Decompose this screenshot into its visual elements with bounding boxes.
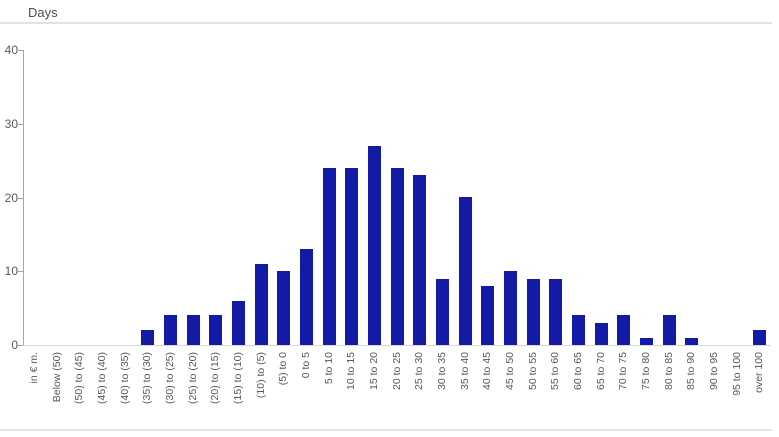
- x-axis-label: 70 to 75: [617, 352, 630, 390]
- bar: [186, 315, 200, 345]
- top-divider: [0, 22, 772, 24]
- x-axis-label: 95 to 100: [730, 352, 743, 396]
- x-axis-label: (45) to (40): [95, 352, 108, 404]
- x-axis-label: 45 to 50: [503, 352, 516, 390]
- x-axis-label: over 100: [753, 352, 766, 393]
- x-axis-label: 35 to 40: [458, 352, 471, 390]
- x-axis-label: 50 to 55: [526, 352, 539, 390]
- x-axis-label: (50) to (45): [73, 352, 86, 404]
- x-axis-label: 40 to 45: [481, 352, 494, 390]
- bar: [141, 330, 155, 345]
- x-axis-unit-label: in € m.: [27, 352, 40, 384]
- bar: [685, 338, 699, 345]
- bar: [639, 338, 653, 345]
- y-tick-mark: [18, 197, 23, 199]
- x-axis-label: (30) to (25): [163, 352, 176, 404]
- bar: [345, 168, 359, 345]
- x-axis-label: 55 to 60: [549, 352, 562, 390]
- bar: [367, 146, 381, 345]
- x-axis-label: (10) to (5): [254, 352, 267, 399]
- y-tick-label: 40: [4, 43, 18, 57]
- bar: [277, 271, 291, 345]
- x-axis-label: (15) to (10): [231, 352, 244, 404]
- y-tick-label: 0: [11, 338, 18, 352]
- x-axis-label: 25 to 30: [413, 352, 426, 390]
- x-axis-label: 15 to 20: [367, 352, 380, 390]
- bar: [458, 197, 472, 345]
- x-axis-label: (20) to (15): [209, 352, 222, 404]
- x-axis-label: 20 to 25: [390, 352, 403, 390]
- bar: [526, 279, 540, 345]
- x-axis-label: 5 to 10: [322, 352, 335, 385]
- x-axis-line: [23, 345, 771, 346]
- x-axis-label: 0 to 5: [299, 352, 312, 379]
- bar: [617, 315, 631, 345]
- y-tick-mark: [18, 50, 23, 51]
- y-tick-mark: [18, 345, 23, 346]
- x-axis-label: 75 to 80: [639, 352, 652, 390]
- y-tick-label: 10: [4, 264, 18, 279]
- bar: [571, 315, 585, 345]
- bar: [299, 249, 313, 345]
- bar: [662, 315, 676, 345]
- bar: [390, 168, 404, 345]
- bar: [231, 301, 245, 345]
- x-axis-label: 85 to 90: [685, 352, 698, 390]
- y-tick-mark: [18, 123, 23, 125]
- x-axis-label: (35) to (30): [141, 352, 154, 404]
- y-axis-line: [23, 50, 24, 346]
- bar: [322, 168, 336, 345]
- chart-title: Days: [28, 5, 58, 20]
- x-axis-label: Below (50): [50, 352, 63, 403]
- x-axis-label: (25) to (20): [186, 352, 199, 404]
- bar: [503, 271, 517, 345]
- bar: [594, 323, 608, 345]
- bar: [413, 175, 427, 345]
- bottom-divider: [0, 429, 772, 431]
- bar: [209, 315, 223, 345]
- x-axis-label: 90 to 95: [707, 352, 720, 390]
- x-axis-label: (5) to 0: [277, 352, 290, 386]
- x-axis-label: 65 to 70: [594, 352, 607, 390]
- x-axis-label: 80 to 85: [662, 352, 675, 390]
- bar: [435, 279, 449, 345]
- x-axis-label: (40) to (35): [118, 352, 131, 404]
- bar: [549, 279, 563, 345]
- bar: [254, 264, 268, 345]
- y-tick-mark: [18, 271, 23, 273]
- x-axis-label: 10 to 15: [345, 352, 358, 390]
- x-axis-label: 60 to 65: [571, 352, 584, 390]
- bar: [753, 330, 767, 345]
- x-axis-label: 30 to 35: [435, 352, 448, 390]
- y-tick-label: 20: [4, 190, 18, 205]
- bar: [163, 315, 177, 345]
- y-tick-label: 30: [4, 116, 18, 131]
- bar: [481, 286, 495, 345]
